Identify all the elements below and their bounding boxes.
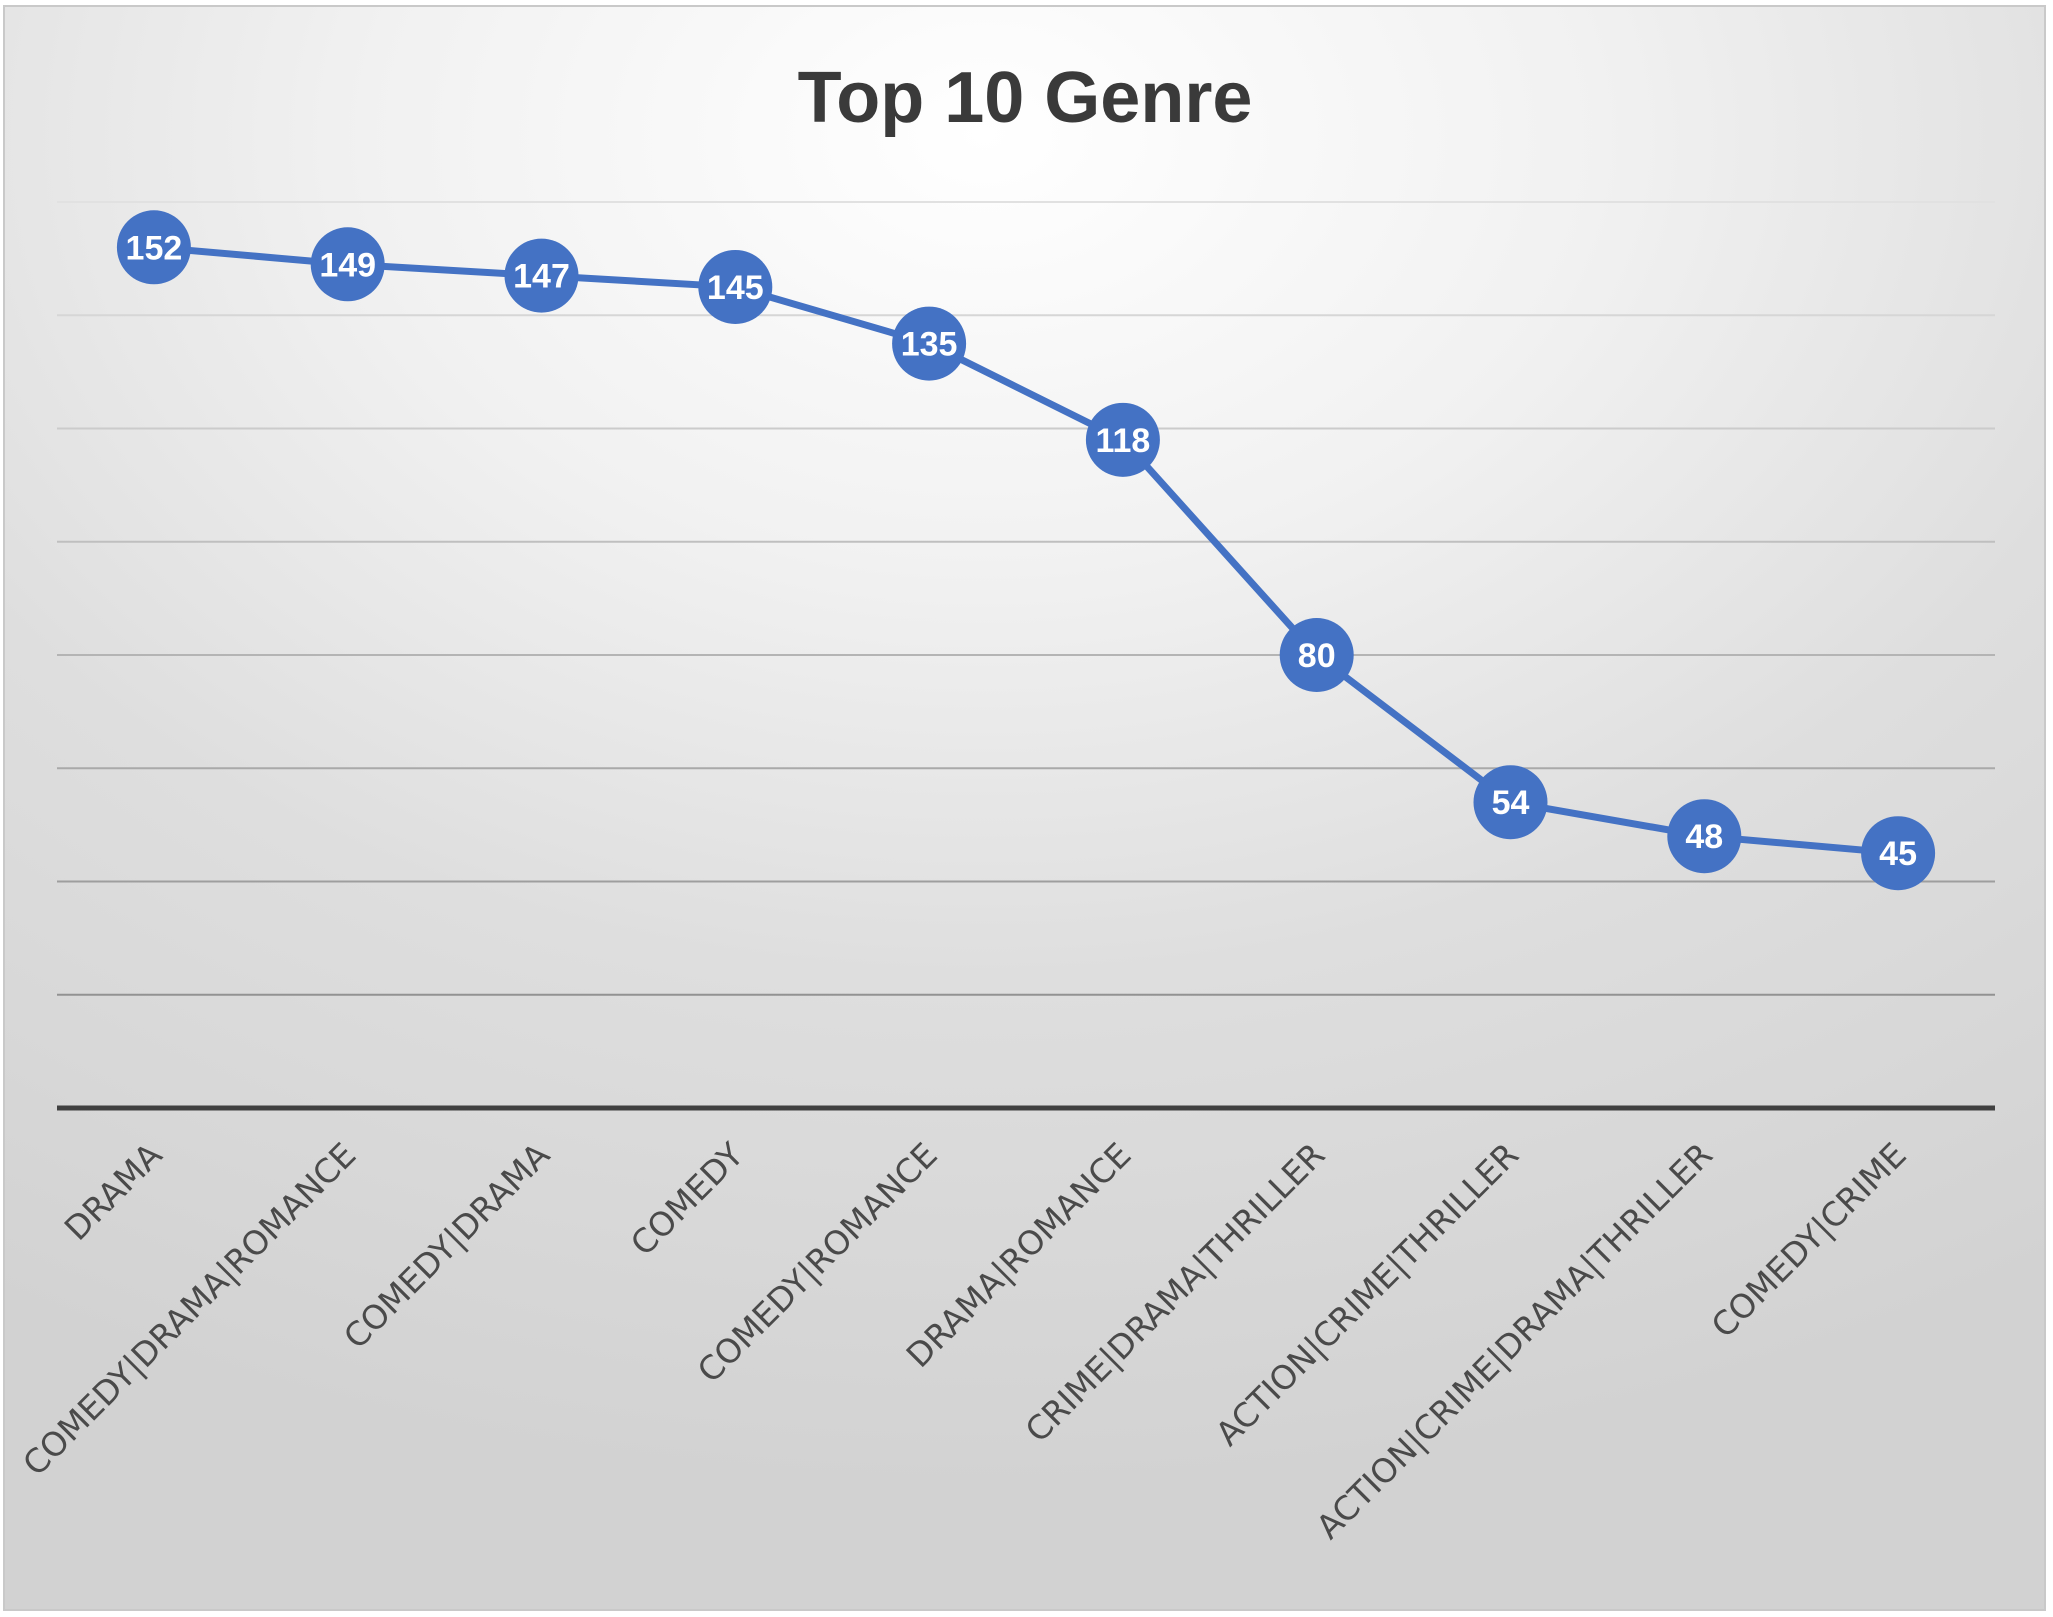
data-label: 135	[901, 326, 958, 364]
data-marker	[1667, 799, 1742, 874]
line-chart: Top 10 Genre DRAMACOMEDY|DRAMA|ROMANCECO…	[15, 58, 1995, 1546]
x-tick-label: COMEDY|DRAMA|ROMANCE	[15, 1135, 363, 1483]
x-tick-label: COMEDY	[623, 1134, 752, 1263]
data-label: 45	[1879, 835, 1917, 873]
x-tick-label: COMEDY|CRIME	[1704, 1135, 1914, 1345]
data-label: 118	[1095, 422, 1150, 460]
data-marker	[310, 227, 385, 302]
data-label: 145	[707, 269, 764, 307]
gridlines	[57, 201, 1995, 996]
data-point: 54	[1473, 765, 1548, 840]
data-label: 147	[513, 258, 570, 296]
data-point: 80	[1279, 618, 1354, 692]
x-tick-label: COMEDY|DRAMA	[336, 1135, 558, 1357]
data-label: 48	[1685, 818, 1723, 856]
data-marker	[1861, 816, 1936, 891]
data-marker	[1085, 402, 1160, 477]
data-marker	[504, 238, 579, 313]
data-point: 118	[1085, 402, 1160, 477]
data-point: 152	[116, 210, 191, 285]
x-tick-label: DRAMA	[57, 1135, 170, 1248]
data-marker	[1279, 618, 1354, 692]
chart-frame: Top 10 Genre DRAMA COMEDY|DRAMA|ROMANCE CO…	[3, 5, 2046, 1611]
data-point: 48	[1667, 799, 1742, 874]
chart-title: Top 10 Genre	[798, 58, 1253, 138]
data-point: 145	[698, 249, 773, 324]
data-point: 147	[504, 238, 579, 313]
data-markers: 152 149 147 145 135 118 80 54 48 45	[116, 210, 1936, 891]
data-label: 152	[126, 229, 183, 267]
data-marker	[1473, 765, 1548, 840]
data-label: 54	[1492, 784, 1530, 822]
data-marker	[698, 249, 773, 324]
data-label: 149	[319, 246, 376, 284]
data-marker	[116, 210, 191, 285]
data-label: 80	[1298, 637, 1336, 675]
x-tick-label: ACTION|CRIME|DRAMA|THRILLER	[1309, 1135, 1720, 1546]
data-point: 149	[310, 227, 385, 302]
data-marker	[892, 306, 967, 381]
series-line	[150, 243, 1902, 857]
data-point: 135	[892, 306, 967, 381]
series-polyline	[150, 243, 1902, 857]
data-point: 45	[1861, 816, 1936, 891]
